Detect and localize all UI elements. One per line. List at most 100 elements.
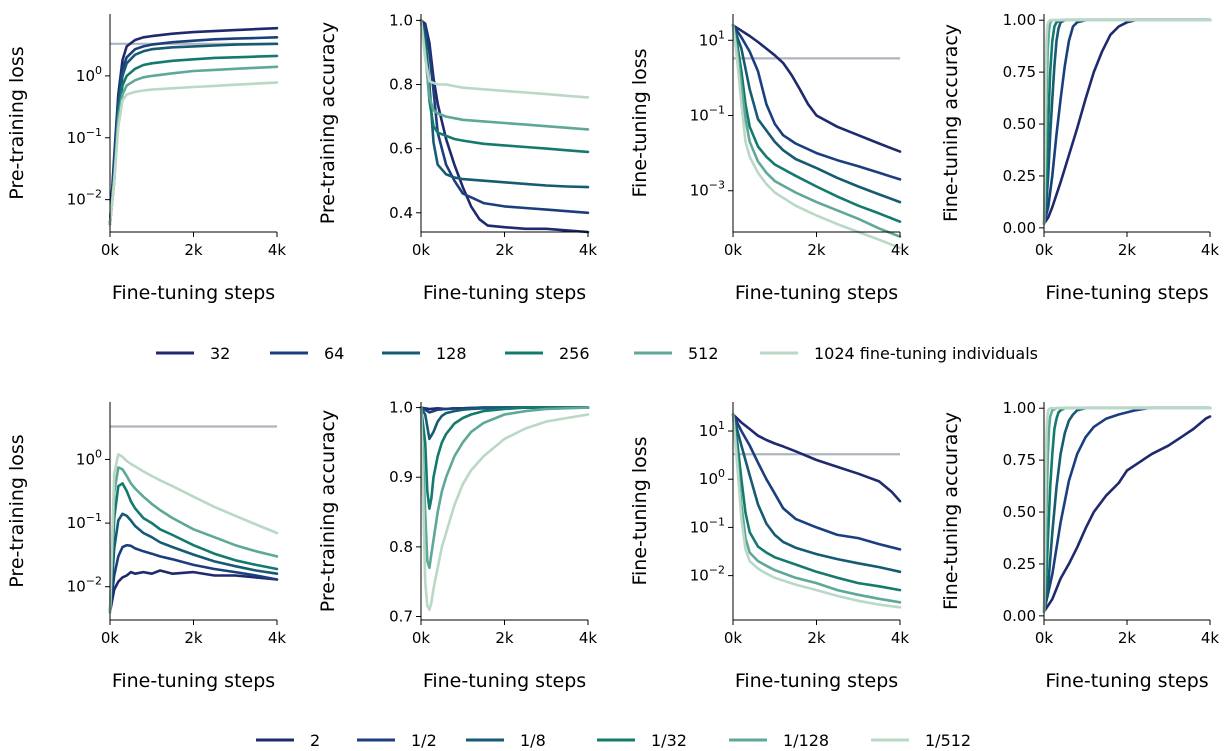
series-line [419,406,590,441]
series-line [731,23,902,238]
x-tick-label: 2k [1118,241,1137,259]
legend-item: 32 [156,344,230,363]
x-tick-label: 2k [1118,629,1137,647]
x-tick-label: 2k [184,241,203,259]
x-tick-label: 0k [724,629,743,647]
series-line [1042,406,1212,614]
y-tick-label: 10−2 [690,564,725,585]
x-tick-label: 4k [579,241,598,259]
x-tick-label: 2k [495,241,514,259]
legend-item: 256 [505,344,590,363]
chart-panel-5: 0k 2k 4k 10−2 10−1 100 Fine-tuning steps Pre-tr… [6,402,286,692]
chart-panel-2: 0k 2k 4k 0.4 0.6 0.8 1.0 Fine-tuning steps Pre-t… [317,11,597,304]
series-line [1042,406,1212,614]
legend-label: 32 [210,344,230,363]
series-line [108,466,279,614]
series-line [731,23,902,204]
series-line [419,19,590,154]
series-line [419,406,590,510]
series-line [108,569,279,614]
legend-item: 2 [256,731,320,750]
y-axis-label: Pre-training loss [6,46,28,199]
series-line [419,406,590,611]
x-tick-label: 4k [1201,629,1220,647]
series-line [419,19,590,131]
legend-label: 128 [436,344,467,363]
series-line [1042,18,1212,225]
x-tick-label: 0k [412,629,431,647]
legend-label: 1/512 [925,731,971,750]
y-axis-label: Pre-training loss [6,434,28,587]
series-line [731,413,902,503]
series-line [731,413,902,604]
series-line [1042,406,1212,614]
series-line [1042,18,1212,225]
y-tick-label: 1.0 [389,399,413,417]
y-tick-label: 10−1 [690,104,725,125]
y-tick-label: 10−1 [690,515,725,536]
y-tick-label: 1.00 [1003,399,1036,417]
legend-item: 1/512 [871,731,971,750]
series-line [108,81,279,226]
y-axis-label: Fine-tuning loss [629,48,651,197]
x-tick-label: 4k [268,629,287,647]
chart-panel-1: 0k 2k 4k 10−2 10−1 100 Fine-tuning steps Pre-tr… [6,14,286,304]
chart-panel-3: 0k 2k 4k 10−3 10−1 101 Fine-tuning steps Fine-t… [629,14,909,304]
y-tick-label: 0.4 [389,204,413,222]
legend-item: 1/32 [597,731,687,750]
x-axis-label: Fine-tuning steps [423,670,586,692]
chart-panel-6: 0k 2k 4k 0.7 0.8 0.9 1.0 Fine-tuning steps Pre-t… [317,399,597,692]
x-tick-label: 0k [412,241,431,259]
y-tick-label: 100 [76,447,102,468]
legend-label: 1/128 [783,731,829,750]
series-line [1042,406,1212,614]
legend-label: 1/8 [520,731,546,750]
x-axis-label: Fine-tuning steps [1045,282,1208,304]
y-tick-label: 0.8 [389,538,413,556]
x-tick-label: 0k [101,241,120,259]
y-axis-label: Pre-training accuracy [317,22,339,224]
y-axis-label: Fine-tuning loss [629,436,651,585]
x-tick-label: 2k [184,629,203,647]
chart-panel-4: 0k 2k 4k 0.00 0.25 0.50 0.75 1.00 Fine-tuning st… [940,11,1219,304]
series-line [731,413,902,551]
y-tick-label: 1.0 [389,11,413,29]
series-line [1042,415,1212,614]
series-line [419,19,590,215]
series-line [731,23,902,223]
series-line [731,413,902,592]
y-tick-label: 0.00 [1003,607,1036,625]
series-line [731,413,902,609]
y-tick-label: 101 [699,28,725,49]
legend-top: 32 64 128 256 512 1024 fine-tuning individual… [156,344,1038,363]
series-line [108,65,279,226]
y-axis-label: Fine-tuning accuracy [940,24,962,222]
series-line [731,23,902,181]
chart-panel-7: 0k 2k 4k 10−2 10−1 100 101 Fine-tuning steps Fin… [629,402,909,692]
series-line [731,23,902,153]
legend-item: 1024 fine-tuning individuals [760,344,1038,363]
y-tick-label: 0.50 [1003,115,1036,133]
series-line [419,19,590,99]
legend-label: 2 [310,731,320,750]
y-tick-label: 101 [699,419,725,440]
y-tick-label: 10−1 [67,126,102,147]
x-axis-label: Fine-tuning steps [112,670,275,692]
x-tick-label: 4k [1201,241,1220,259]
legend-label: 256 [559,344,590,363]
y-tick-label: 0.75 [1003,451,1036,469]
series-line [108,453,279,614]
y-tick-label: 0.8 [389,76,413,94]
y-tick-label: 0.9 [389,468,413,486]
legend-label: 512 [688,344,719,363]
y-tick-label: 10−3 [690,179,725,200]
legend-bottom: 2 1/2 1/8 1/32 1/128 1/512 [256,731,971,750]
y-tick-label: 0.6 [389,140,413,158]
y-tick-label: 0.7 [389,608,413,626]
chart-panel-8: 0k 2k 4k 0.00 0.25 0.50 0.75 1.00 Fine-tuning st… [940,399,1219,692]
y-tick-label: 1.00 [1003,11,1036,29]
legend-label: 1024 fine-tuning individuals [814,344,1038,363]
series-line [1042,18,1212,225]
y-tick-label: 0.25 [1003,555,1036,573]
